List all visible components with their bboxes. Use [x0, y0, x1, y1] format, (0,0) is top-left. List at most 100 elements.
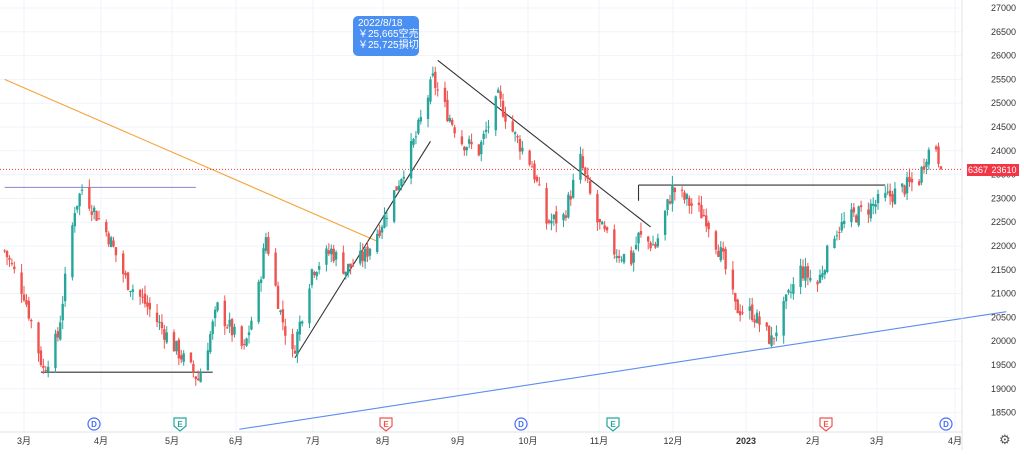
candle-body	[801, 266, 805, 279]
candle-body	[361, 251, 364, 261]
candle-body	[680, 189, 684, 191]
candle-body	[209, 333, 212, 353]
price-tag-left: 6367	[967, 164, 989, 176]
candle-body	[765, 322, 768, 327]
candle-body	[799, 265, 802, 288]
candle	[567, 191, 570, 219]
candle	[637, 232, 640, 252]
candle	[380, 224, 384, 240]
candle-body	[247, 332, 251, 336]
candle	[850, 202, 853, 228]
settings-gear-icon[interactable]: ⚙	[999, 432, 1011, 447]
candle-body	[380, 226, 384, 233]
candle-body	[426, 97, 430, 119]
candle-body	[240, 326, 243, 346]
x-tick-label: 10月	[518, 436, 537, 446]
candle	[143, 285, 147, 308]
candle	[366, 241, 369, 263]
candle	[789, 283, 793, 299]
candle-body	[298, 321, 302, 335]
y-tick-label: 18500	[991, 408, 1016, 418]
candle	[213, 306, 217, 327]
candle	[109, 235, 113, 248]
candle	[528, 149, 531, 167]
y-tick-label: 27000	[991, 3, 1016, 13]
grid-layer	[0, 0, 962, 432]
candle	[301, 320, 304, 327]
candle	[755, 309, 759, 324]
candle	[697, 195, 701, 212]
candle-body	[840, 221, 843, 231]
candle	[673, 186, 677, 201]
candle-body	[158, 321, 161, 323]
candle-body	[905, 177, 909, 194]
candle-body	[317, 266, 321, 270]
candle-body	[143, 293, 147, 304]
candle-body	[613, 229, 616, 255]
y-tick-label: 25500	[991, 74, 1016, 84]
candle-body	[228, 319, 231, 327]
candle	[736, 298, 739, 314]
candle-body	[233, 326, 236, 335]
candle-body	[332, 248, 335, 262]
candle	[920, 166, 923, 186]
candle	[499, 85, 502, 108]
candle	[400, 178, 403, 191]
candle-body	[245, 338, 248, 346]
candle	[228, 312, 231, 334]
candle-body	[301, 321, 304, 324]
candle-body	[939, 166, 943, 170]
candle	[296, 328, 299, 364]
candle-body	[213, 309, 217, 319]
candle	[431, 66, 435, 78]
candle	[276, 281, 280, 310]
trendline-orange	[4, 78, 378, 242]
candle-body	[579, 153, 582, 180]
candle	[182, 350, 185, 366]
candle	[293, 345, 297, 355]
candle	[838, 226, 841, 240]
earnings-marker-icon: E	[606, 417, 620, 432]
candle-body	[267, 236, 270, 254]
candle	[617, 249, 621, 264]
candle-body	[917, 181, 921, 185]
candle	[886, 183, 889, 195]
candle	[501, 93, 505, 118]
candle-body	[95, 211, 98, 221]
candle-body	[487, 126, 490, 128]
candle	[622, 253, 626, 265]
candle-body	[22, 294, 26, 301]
candle-body	[547, 220, 551, 223]
dividend-marker-icon: D	[939, 417, 953, 431]
candle	[721, 241, 725, 260]
candle	[705, 208, 708, 233]
candle-body	[562, 214, 565, 221]
candle-body	[842, 220, 846, 224]
candle	[395, 186, 398, 191]
candle	[317, 261, 321, 275]
candle	[429, 76, 432, 105]
candle	[467, 135, 471, 149]
candle	[465, 146, 468, 156]
candle-body	[886, 191, 889, 193]
candle-body	[518, 138, 522, 152]
candle-body	[327, 250, 331, 254]
candle	[569, 190, 572, 206]
candle-body	[601, 221, 604, 225]
x-axis: 3月 4月 5月 6月 7月 8月 9月 10月 11月 12月 2023 2月 3月 4月	[0, 431, 962, 446]
candle	[206, 342, 210, 371]
candle-body	[480, 141, 483, 155]
candle	[97, 210, 101, 220]
candle	[126, 271, 130, 291]
candle-body	[528, 150, 531, 165]
candle	[550, 213, 553, 231]
candle	[426, 94, 430, 128]
candle-body	[419, 117, 422, 122]
candle	[688, 195, 691, 214]
candle	[700, 195, 703, 219]
candle-body	[211, 321, 214, 335]
candle	[571, 173, 575, 199]
candle	[615, 249, 618, 263]
